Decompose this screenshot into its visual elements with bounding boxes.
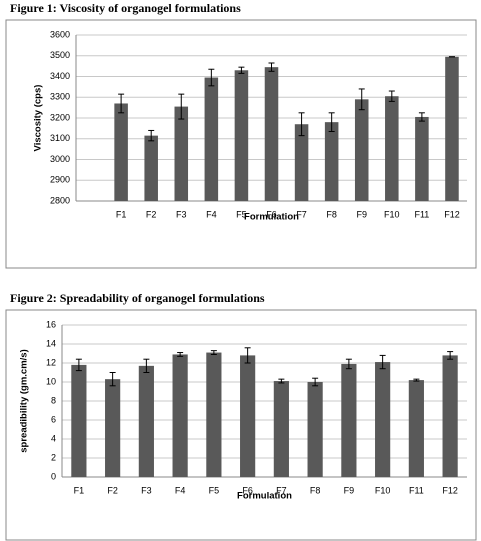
x-tick-label: F2 — [146, 209, 157, 219]
x-tick-label: F6 — [266, 209, 277, 219]
x-tick-label: F9 — [344, 485, 355, 495]
bar — [105, 379, 121, 477]
y-tick-label: 3400 — [50, 71, 70, 81]
figure-caption: Figure 1: Viscosity of organogel formula… — [10, 1, 241, 15]
x-tick-label: F3 — [141, 485, 152, 495]
y-tick-label: 3000 — [50, 154, 70, 164]
y-tick-label: 0 — [51, 471, 56, 481]
x-tick-label: F5 — [236, 209, 247, 219]
figure-caption: Figure 2: Spreadability of organogel for… — [10, 291, 265, 305]
y-tick-label: 12 — [46, 357, 56, 367]
bar — [71, 364, 87, 477]
bar — [324, 122, 339, 201]
bar — [442, 355, 458, 477]
bar — [375, 362, 391, 477]
bar — [445, 56, 459, 201]
x-tick-label: F7 — [296, 209, 307, 219]
x-tick-label: F2 — [107, 485, 118, 495]
y-tick-label: 3100 — [50, 133, 70, 143]
x-tick-label: F4 — [175, 485, 186, 495]
y-tick-label: 6 — [51, 414, 56, 424]
bar — [354, 99, 369, 201]
y-tick-label: 10 — [46, 376, 56, 386]
bar — [408, 380, 424, 477]
bar — [206, 352, 222, 477]
x-tick-label: F10 — [375, 485, 391, 495]
x-tick-label: F9 — [356, 209, 367, 219]
y-tick-label: 2 — [51, 452, 56, 462]
y-axis-label: spreadibility (gm.cm/s) — [19, 349, 30, 452]
y-tick-label: 3300 — [50, 92, 70, 102]
bar — [174, 106, 189, 201]
y-tick-label: 2800 — [50, 195, 70, 205]
bar — [294, 124, 309, 201]
x-tick-label: F12 — [444, 209, 460, 219]
bar — [307, 382, 323, 477]
bar — [138, 365, 154, 477]
bar — [204, 77, 219, 201]
bar — [341, 363, 357, 477]
y-tick-label: 3200 — [50, 112, 70, 122]
bar — [273, 381, 289, 477]
y-tick-label: 14 — [46, 338, 56, 348]
x-tick-label: F12 — [442, 485, 458, 495]
bar — [172, 354, 188, 477]
x-tick-label: F1 — [74, 485, 85, 495]
bar — [240, 355, 256, 477]
y-axis-label: Viscosity (cps) — [33, 85, 44, 152]
x-axis-label: Formulation — [244, 212, 299, 223]
y-tick-label: 3600 — [50, 29, 70, 39]
x-tick-label: F4 — [206, 209, 217, 219]
x-tick-label: F10 — [384, 209, 400, 219]
x-tick-label: F5 — [209, 485, 220, 495]
x-tick-label: F1 — [116, 209, 127, 219]
bar — [415, 116, 429, 201]
x-tick-label: F7 — [276, 485, 287, 495]
x-tick-label: F11 — [414, 209, 429, 219]
x-axis-label: Formulation — [237, 491, 292, 502]
y-tick-label: 2900 — [50, 175, 70, 185]
y-tick-label: 16 — [46, 319, 56, 329]
y-tick-label: 8 — [51, 395, 56, 405]
bar — [144, 135, 158, 201]
x-tick-label: F11 — [409, 485, 424, 495]
x-tick-label: F3 — [176, 209, 187, 219]
bar — [114, 103, 128, 201]
x-tick-label: F8 — [310, 485, 321, 495]
y-tick-label: 3500 — [50, 50, 70, 60]
bar — [264, 67, 279, 201]
bar — [234, 70, 249, 202]
y-tick-label: 4 — [51, 433, 56, 443]
x-tick-label: F8 — [326, 209, 337, 219]
bar — [385, 96, 399, 201]
x-tick-label: F6 — [242, 485, 253, 495]
